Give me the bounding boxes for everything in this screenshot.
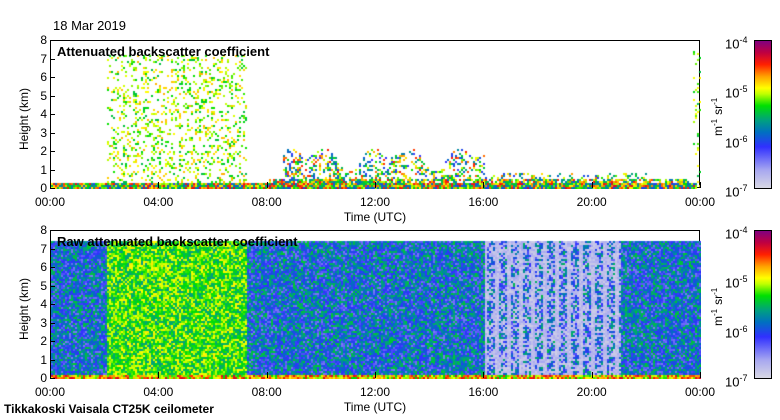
colorbar-label: 10-6 bbox=[725, 133, 748, 150]
x-tick-label: 04:00 bbox=[143, 195, 174, 209]
x-tick-label: 16:00 bbox=[468, 385, 499, 399]
x-tick-label: 00:00 bbox=[684, 385, 716, 399]
y-tick-mark bbox=[50, 267, 55, 268]
plot-title: Raw attenuated backscatter coefficient bbox=[57, 234, 298, 249]
x-tick-label: 20:00 bbox=[576, 195, 607, 209]
x-axis-label: Time (UTC) bbox=[343, 400, 407, 414]
x-tick-mark bbox=[700, 372, 701, 378]
y-tick-label: 1 bbox=[40, 352, 47, 367]
date-label: 18 Mar 2019 bbox=[53, 18, 126, 33]
x-tick-mark bbox=[700, 182, 701, 188]
x-tick-mark bbox=[483, 182, 485, 188]
y-tick-label: 8 bbox=[40, 223, 47, 237]
y-tick-mark bbox=[50, 359, 55, 361]
y-tick-mark bbox=[50, 77, 55, 78]
x-tick-mark bbox=[158, 182, 160, 188]
y-tick-label: 3 bbox=[40, 315, 47, 330]
y-axis-label: Height (km) bbox=[17, 87, 31, 150]
y-tick-label: 6 bbox=[40, 70, 47, 84]
y-tick-label: 2 bbox=[40, 334, 47, 348]
colorbar-label: 10-6 bbox=[725, 323, 748, 340]
x-tick-mark bbox=[483, 372, 485, 378]
heatmap-cells bbox=[51, 231, 701, 379]
y-tick-label: 2 bbox=[40, 144, 47, 158]
y-tick-label: 1 bbox=[40, 162, 47, 177]
raw-backscatter-plot: Raw attenuated backscatter coefficient bbox=[50, 230, 701, 379]
y-tick-label: 7 bbox=[40, 51, 47, 66]
colorbar bbox=[754, 40, 772, 189]
x-tick-label: 00:00 bbox=[34, 385, 66, 399]
instrument-label: Tikkakoski Vaisala CT25K ceilometer bbox=[4, 402, 214, 416]
y-tick-mark bbox=[50, 230, 55, 231]
y-tick-label: 0 bbox=[40, 371, 47, 385]
colorbar-label: 10-4 bbox=[725, 35, 748, 52]
x-axis-label: Time (UTC) bbox=[343, 210, 407, 224]
x-tick-mark bbox=[591, 372, 593, 378]
colorbar-label: 10-5 bbox=[725, 274, 748, 291]
y-tick-mark bbox=[50, 58, 55, 60]
y-tick-mark bbox=[50, 248, 55, 250]
colorbar-unit-label: m-1sr-1 bbox=[710, 287, 725, 326]
y-tick-mark bbox=[50, 322, 55, 324]
x-tick-mark bbox=[266, 182, 268, 188]
x-tick-label: 00:00 bbox=[684, 195, 716, 209]
colorbar-label: 10-7 bbox=[725, 372, 748, 390]
y-tick-mark bbox=[50, 341, 55, 342]
y-axis-label: Height (km) bbox=[17, 277, 31, 340]
x-tick-mark bbox=[50, 182, 51, 188]
y-tick-label: 7 bbox=[40, 241, 47, 256]
plot-title: Attenuated backscatter coefficient bbox=[57, 44, 270, 59]
colorbar-unit-label: m-1sr-1 bbox=[710, 97, 725, 136]
colorbar-label: 10-5 bbox=[725, 84, 748, 101]
x-tick-label: 04:00 bbox=[143, 385, 174, 399]
y-tick-mark bbox=[50, 40, 55, 41]
colorbar bbox=[754, 230, 772, 379]
y-tick-label: 4 bbox=[40, 107, 47, 121]
y-tick-label: 0 bbox=[40, 181, 47, 195]
x-tick-mark bbox=[591, 182, 593, 188]
y-tick-mark bbox=[50, 304, 55, 305]
x-tick-label: 12:00 bbox=[359, 195, 391, 209]
x-tick-label: 08:00 bbox=[251, 195, 282, 209]
y-tick-mark bbox=[50, 114, 55, 115]
x-tick-label: 12:00 bbox=[359, 385, 391, 399]
x-tick-label: 16:00 bbox=[468, 195, 499, 209]
x-tick-mark bbox=[375, 182, 376, 188]
y-tick-mark bbox=[50, 169, 55, 171]
x-tick-mark bbox=[266, 372, 268, 378]
y-tick-mark bbox=[50, 95, 55, 97]
colorbar-label: 10-7 bbox=[725, 182, 748, 200]
backscatter-plot: Attenuated backscatter coefficient bbox=[50, 40, 701, 189]
y-tick-label: 5 bbox=[40, 88, 47, 103]
y-tick-label: 3 bbox=[40, 125, 47, 140]
y-tick-mark bbox=[50, 188, 55, 189]
x-tick-label: 08:00 bbox=[251, 385, 282, 399]
y-tick-label: 4 bbox=[40, 297, 47, 311]
y-tick-label: 8 bbox=[40, 33, 47, 47]
x-tick-mark bbox=[158, 372, 160, 378]
y-tick-label: 6 bbox=[40, 260, 47, 274]
y-tick-mark bbox=[50, 151, 55, 152]
colorbar-label: 10-4 bbox=[725, 225, 748, 242]
heatmap-cells bbox=[51, 41, 701, 189]
x-tick-label: 20:00 bbox=[576, 385, 607, 399]
y-tick-label: 5 bbox=[40, 278, 47, 293]
x-tick-mark bbox=[375, 372, 376, 378]
y-tick-mark bbox=[50, 132, 55, 134]
y-tick-mark bbox=[50, 378, 55, 379]
x-tick-label: 00:00 bbox=[34, 195, 66, 209]
y-tick-mark bbox=[50, 285, 55, 287]
x-tick-mark bbox=[50, 372, 51, 378]
